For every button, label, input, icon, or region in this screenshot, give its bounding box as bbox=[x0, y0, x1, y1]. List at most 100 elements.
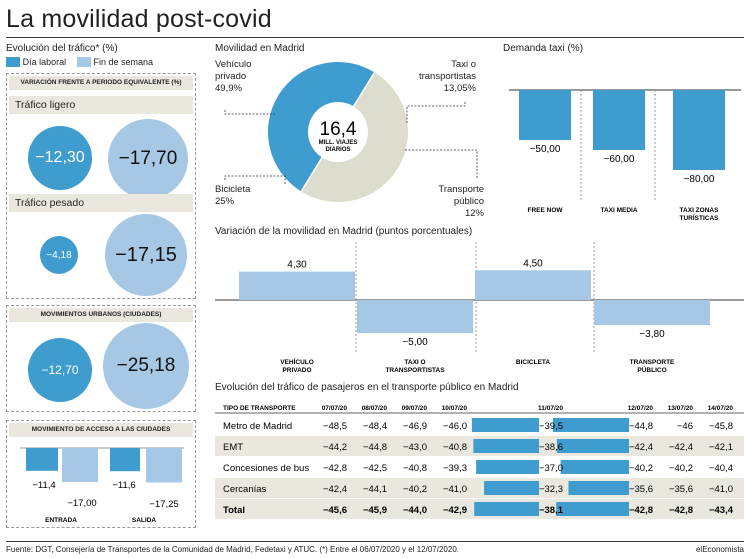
table-row-bg bbox=[215, 478, 744, 498]
urban-weekend-circle: −25,18 bbox=[103, 323, 189, 409]
traffic-header: Evolución del tráfico* (%) bbox=[6, 43, 118, 54]
public-transport-header: Evolución del tráfico de pasajeros en el… bbox=[215, 382, 519, 393]
table-cell: −42,4 bbox=[669, 442, 693, 453]
variation-madrid-chart: 4,30 −5,00 4,50 −3,80 VEHÍCULO PRIVADO T… bbox=[215, 242, 744, 374]
table-col-header: 13/07/20 bbox=[668, 405, 694, 412]
pie-center bbox=[308, 102, 368, 162]
table-cell: −42,5 bbox=[363, 463, 387, 474]
access-salida-weekday-bar bbox=[110, 448, 140, 472]
table-col-header: 14/07/20 bbox=[708, 405, 734, 412]
table-cell: −48,5 bbox=[323, 421, 347, 432]
access-entrada-label: ENTRADA bbox=[45, 517, 77, 524]
variation-bar-private bbox=[239, 271, 355, 300]
table-bar-1207 bbox=[556, 439, 629, 453]
table-cell: −32,3 bbox=[539, 484, 563, 495]
urban-weekday-circle: −12,70 bbox=[28, 338, 92, 402]
table-cell: −40,2 bbox=[403, 484, 427, 495]
pie-label-public: Transporte público 12% bbox=[404, 184, 484, 220]
table-col-header: 12/07/20 bbox=[628, 405, 654, 412]
table-bar-1207 bbox=[560, 460, 629, 474]
taxi-bar-turisticas bbox=[673, 90, 725, 170]
table-cell: −44,0 bbox=[403, 505, 427, 516]
variation-madrid-header: Variación de la movilidad en Madrid (pun… bbox=[215, 226, 473, 237]
table-cell: −42,9 bbox=[443, 505, 467, 516]
table-cell: −46,9 bbox=[403, 421, 427, 432]
table-cell: −43,4 bbox=[709, 505, 734, 516]
pie-private-text-1: Vehículo bbox=[215, 59, 252, 70]
table-cell: −42,1 bbox=[709, 442, 733, 453]
table-bar-1107 bbox=[476, 460, 539, 474]
pie-label-taxi: Taxi o transportistas 13,05% bbox=[400, 59, 476, 95]
table-row-name: Concesiones de bus bbox=[223, 463, 309, 474]
pie-taxi-value: 13,05% bbox=[443, 83, 476, 94]
taxi-label-turisticas-2: TURÍSTICAS bbox=[680, 213, 720, 222]
taxi-label-media: TAXI MEDIA bbox=[600, 207, 637, 214]
table-cell: −42,8 bbox=[629, 505, 653, 516]
variation-label-public-2: PÚBLICO bbox=[637, 365, 666, 374]
table-cell: −40,8 bbox=[403, 463, 427, 474]
table-cell: −42,4 bbox=[629, 442, 653, 453]
taxi-demand-header: Demanda taxi (%) bbox=[503, 43, 584, 54]
variation-label-private-1: VEHÍCULO bbox=[280, 357, 314, 366]
footer-source: Fuente: DGT, Consejería de Transportes d… bbox=[6, 545, 459, 554]
title-rule bbox=[6, 37, 744, 38]
table-col-header: 10/07/20 bbox=[442, 405, 468, 412]
access-salida-weekend-bar bbox=[146, 448, 182, 483]
leader-bike bbox=[224, 175, 286, 184]
access-entrada-weekday-bar bbox=[26, 448, 58, 471]
table-col-header: 07/07/20 bbox=[322, 405, 348, 412]
table-row-name: Total bbox=[223, 505, 245, 516]
leader-taxi bbox=[406, 102, 466, 124]
taxi-value-media: −60,00 bbox=[604, 154, 635, 165]
pie-private-text-2: privado bbox=[215, 71, 247, 82]
variation-value-private: 4,30 bbox=[287, 260, 307, 271]
light-weekday-circle: −12,30 bbox=[28, 126, 92, 190]
variation-label-private-2: PRIVADO bbox=[282, 367, 311, 374]
pie-public-text-1: Transporte bbox=[438, 184, 484, 195]
urban-panel: MOVIMIENTOS URBANOS (CIUDADES) −12,70 −2… bbox=[6, 305, 196, 412]
table-col-header: 09/07/20 bbox=[402, 405, 428, 412]
table-cell: −46,0 bbox=[443, 421, 467, 432]
variation-label-bike: BICICLETA bbox=[516, 359, 550, 366]
table-bar-1107 bbox=[474, 502, 539, 516]
traffic-variation-panel: VARIACIÓN FRENTE A PERIODO EQUIVALENTE (… bbox=[6, 73, 196, 299]
table-cell: −40,2 bbox=[669, 463, 693, 474]
table-bar-1207 bbox=[556, 502, 629, 516]
table-cell: −38,1 bbox=[539, 505, 564, 516]
table-cell: −35,6 bbox=[629, 484, 653, 495]
table-cell: −44,2 bbox=[323, 442, 347, 453]
table-cell: −41,0 bbox=[443, 484, 467, 495]
table-col-header: 08/07/20 bbox=[362, 405, 388, 412]
heavy-traffic-label: Tráfico pesado bbox=[9, 194, 193, 212]
taxi-bar-freenow bbox=[519, 90, 571, 140]
access-band: MOVIMIENTO DE ACCESO A LAS CIUDADES bbox=[9, 423, 193, 437]
access-salida-weekend-value: −17,25 bbox=[149, 499, 178, 510]
traffic-legend: Día laboral Fin de semana bbox=[6, 57, 153, 68]
taxi-bar-media bbox=[593, 90, 645, 150]
table-cell: −42,8 bbox=[323, 463, 347, 474]
table-cell: −44,8 bbox=[629, 421, 653, 432]
leader-private bbox=[224, 110, 275, 115]
pie-header: Movilidad en Madrid bbox=[215, 43, 305, 54]
table-col-header: 11/07/20 bbox=[538, 405, 563, 412]
table-cell: −39,5 bbox=[539, 421, 563, 432]
legend-weekend-label: Fin de semana bbox=[93, 57, 153, 67]
pie-center-label-1: MILL. VIAJES bbox=[319, 140, 358, 146]
table-cell: −45,6 bbox=[323, 505, 347, 516]
pie-leader-lines bbox=[224, 102, 478, 184]
table-row-name: Cercanías bbox=[223, 484, 267, 495]
urban-band: MOVIMIENTOS URBANOS (CIUDADES) bbox=[9, 308, 193, 322]
pie-center-label-2: DIARIOS bbox=[325, 147, 350, 153]
table-cell: −35,6 bbox=[669, 484, 693, 495]
pie-public-text-2: público bbox=[453, 196, 484, 207]
table-cell: −37,0 bbox=[539, 463, 563, 474]
access-salida-label: SALIDA bbox=[132, 517, 157, 524]
table-bar-1207 bbox=[568, 481, 629, 495]
pie-private-value: 49,9% bbox=[215, 83, 242, 94]
public-transport-table: TIPO DE TRANSPORTE 07/07/20 08/07/20 09/07/… bbox=[215, 405, 744, 519]
table-row-name: Metro de Madrid bbox=[223, 421, 292, 432]
variation-bar-taxi bbox=[357, 300, 473, 333]
taxi-label-turisticas-1: TAXI ZONAS bbox=[680, 207, 720, 214]
brand-logo: elEconomista bbox=[695, 545, 744, 554]
access-bar-chart: −11,4 −17,00 −11,6 −17,25 ENTRADA SALIDA bbox=[20, 447, 184, 524]
